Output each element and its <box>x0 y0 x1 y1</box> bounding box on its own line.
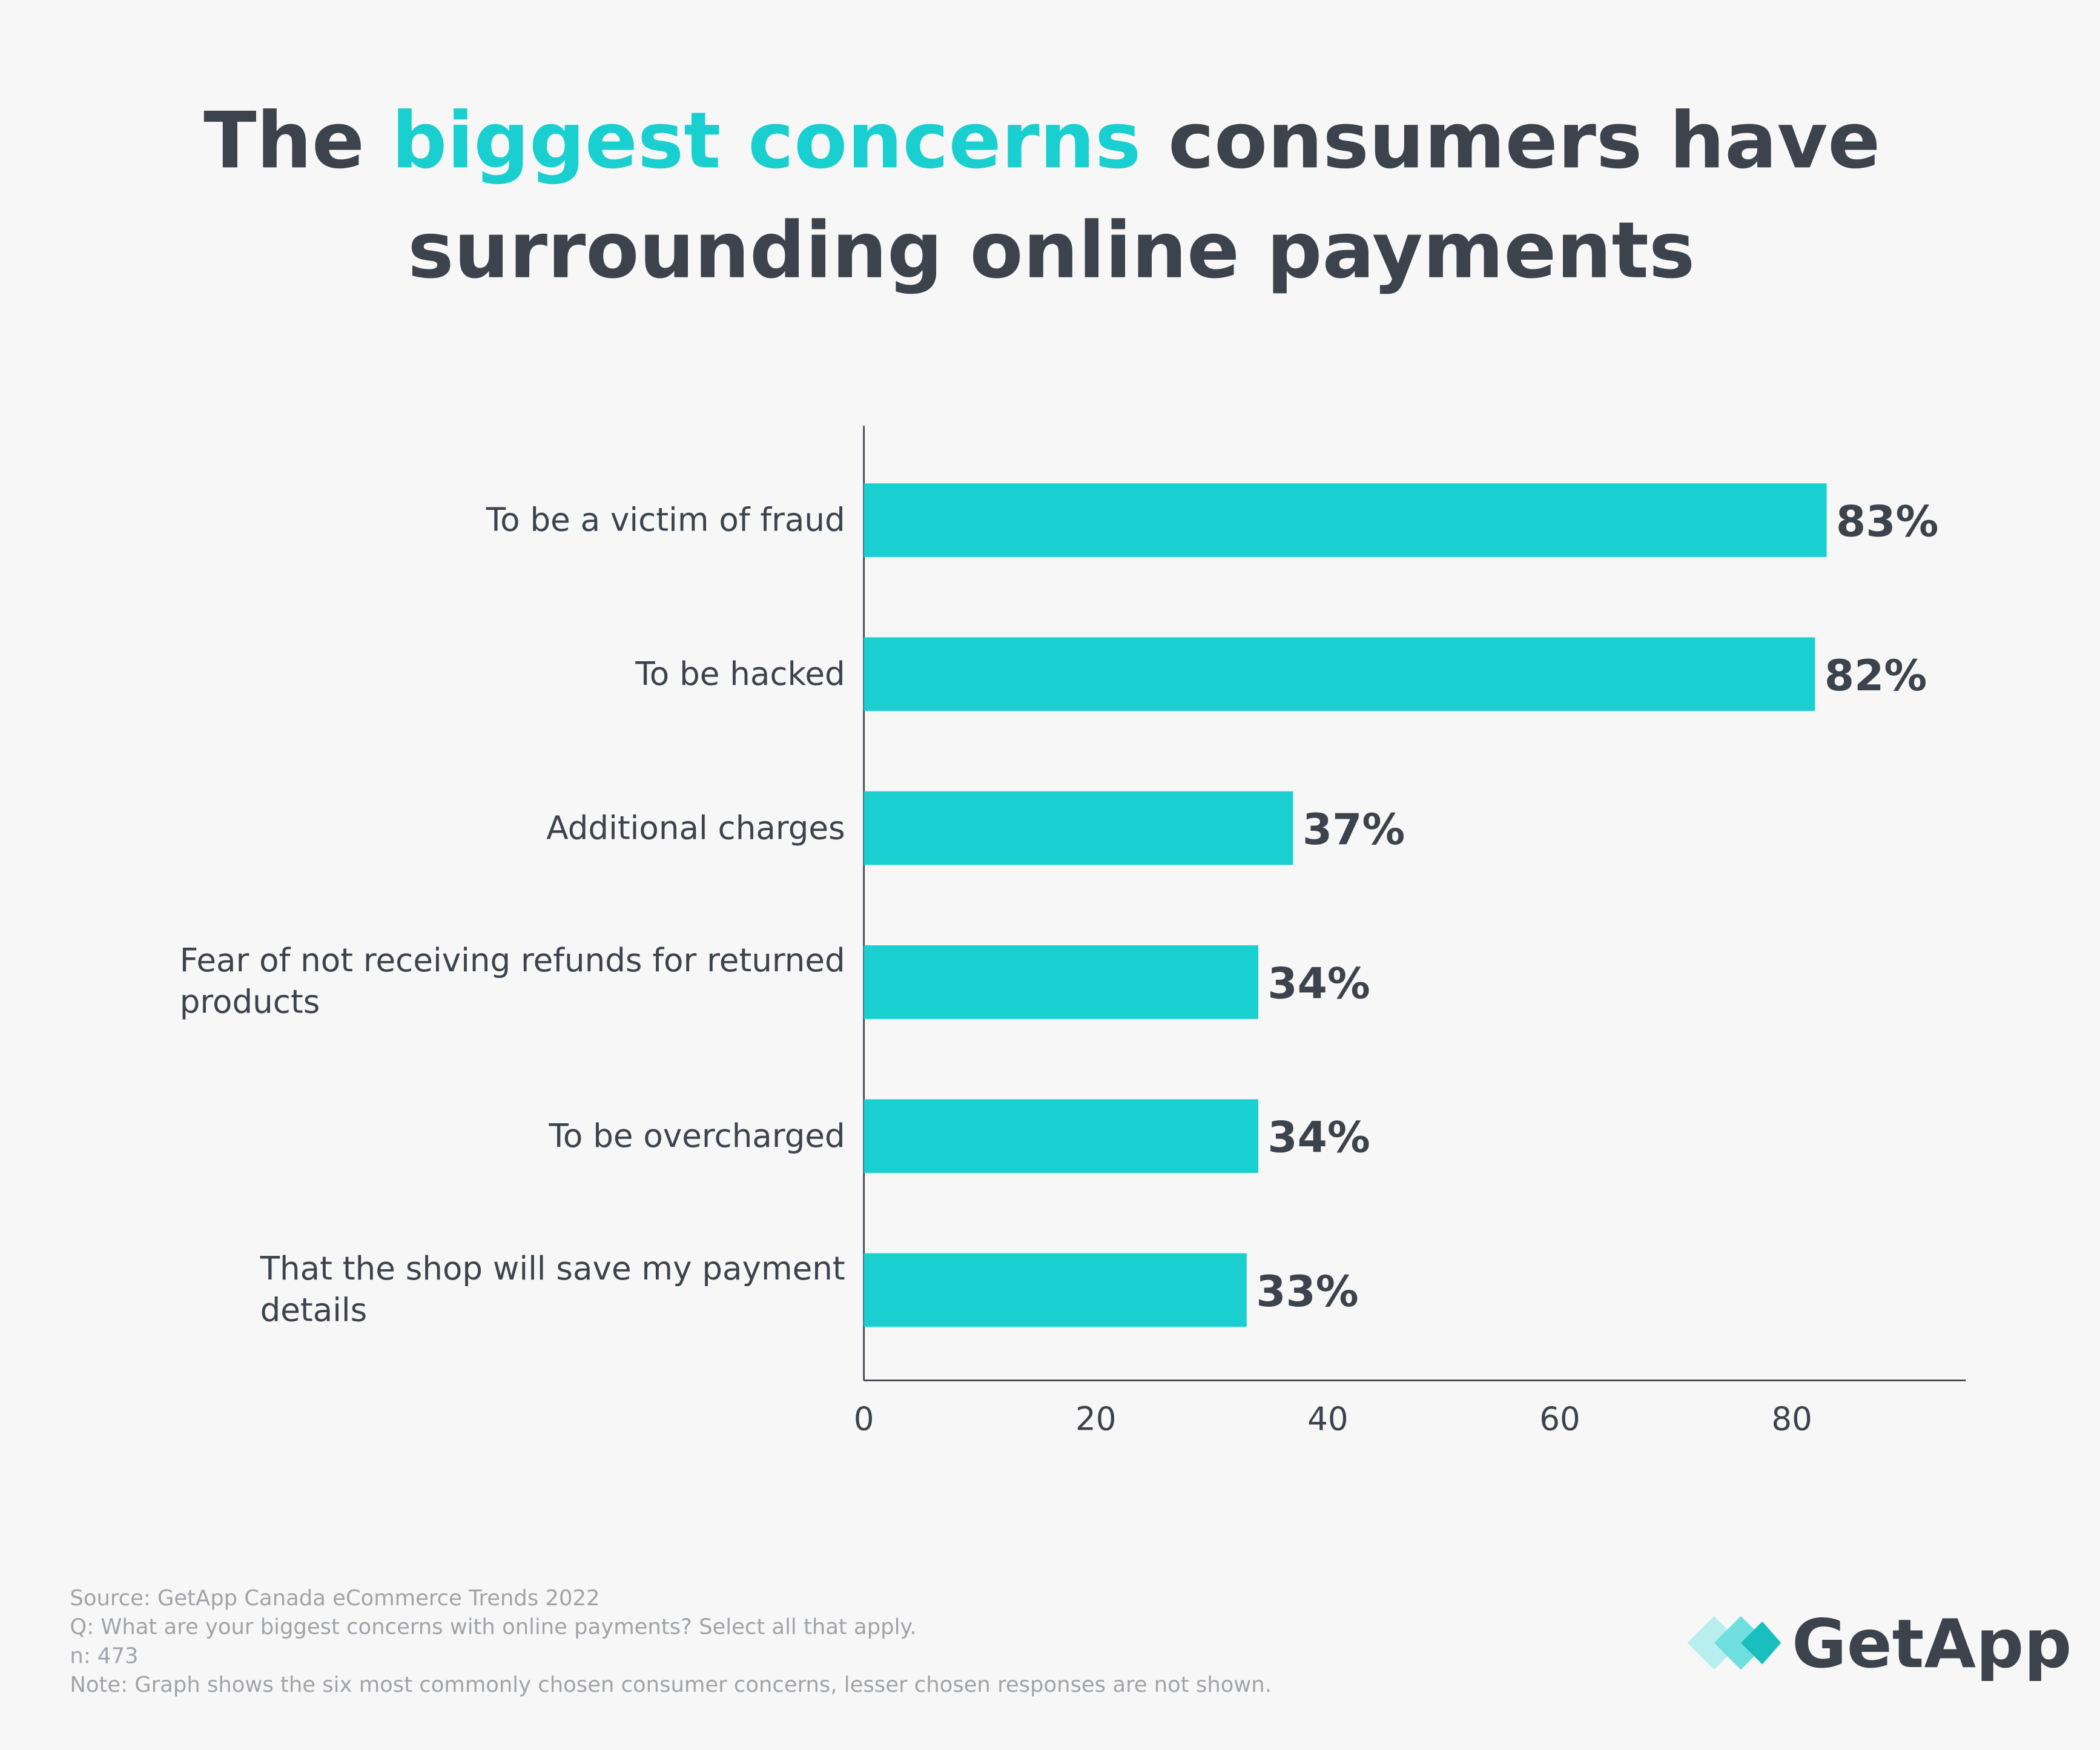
footnote: Source: GetApp Canada eCommerce Trends 2… <box>70 1586 599 1611</box>
label-line: Fear of not receiving refunds for return… <box>180 942 856 979</box>
y-tick-label: Additional charges <box>546 809 845 847</box>
x-tick-label: 40 <box>1307 1401 1349 1438</box>
y-tick-label: That the shop will save my payment detai… <box>260 1250 856 1329</box>
bar <box>863 791 1293 865</box>
title-highlight: biggest concerns <box>392 96 1141 186</box>
footnote: Note: Graph shows the six most commonly … <box>70 1672 1272 1697</box>
label-line: details <box>260 1291 368 1329</box>
bar <box>863 637 1815 712</box>
value-label: 33% <box>1256 1266 1358 1316</box>
y-tick-label: To be a victim of fraud <box>486 501 845 539</box>
y-tick-label: To be hacked <box>635 655 845 693</box>
footnote: n: 473 <box>70 1643 138 1668</box>
x-tick-label: 0 <box>854 1401 874 1438</box>
bar <box>863 1253 1247 1327</box>
x-tick-label: 60 <box>1539 1401 1580 1438</box>
label-line: That the shop will save my payment <box>260 1250 856 1287</box>
value-label: 82% <box>1824 650 1927 701</box>
value-label: 34% <box>1267 1112 1370 1163</box>
bar <box>863 1099 1258 1173</box>
logo-text: GetApp <box>1792 1605 2072 1683</box>
bar <box>863 483 1827 557</box>
x-tick-label: 80 <box>1771 1401 1812 1438</box>
bar <box>863 945 1258 1019</box>
value-label: 34% <box>1267 958 1370 1008</box>
value-label: 37% <box>1303 804 1405 854</box>
title-part: The <box>203 96 365 186</box>
y-tick-label: To be overcharged <box>549 1117 845 1155</box>
chart-title: The biggest concerns consumers have <box>203 96 1880 186</box>
footnote: Q: What are your biggest concerns with o… <box>70 1615 916 1640</box>
y-tick-label: Fear of not receiving refunds for return… <box>180 942 856 1021</box>
x-tick-label: 20 <box>1075 1401 1117 1438</box>
chart-title: surrounding online payments <box>408 206 1695 296</box>
label-line: products <box>180 983 320 1021</box>
value-label: 83% <box>1836 497 1938 547</box>
title-part: consumers have <box>1168 96 1880 186</box>
